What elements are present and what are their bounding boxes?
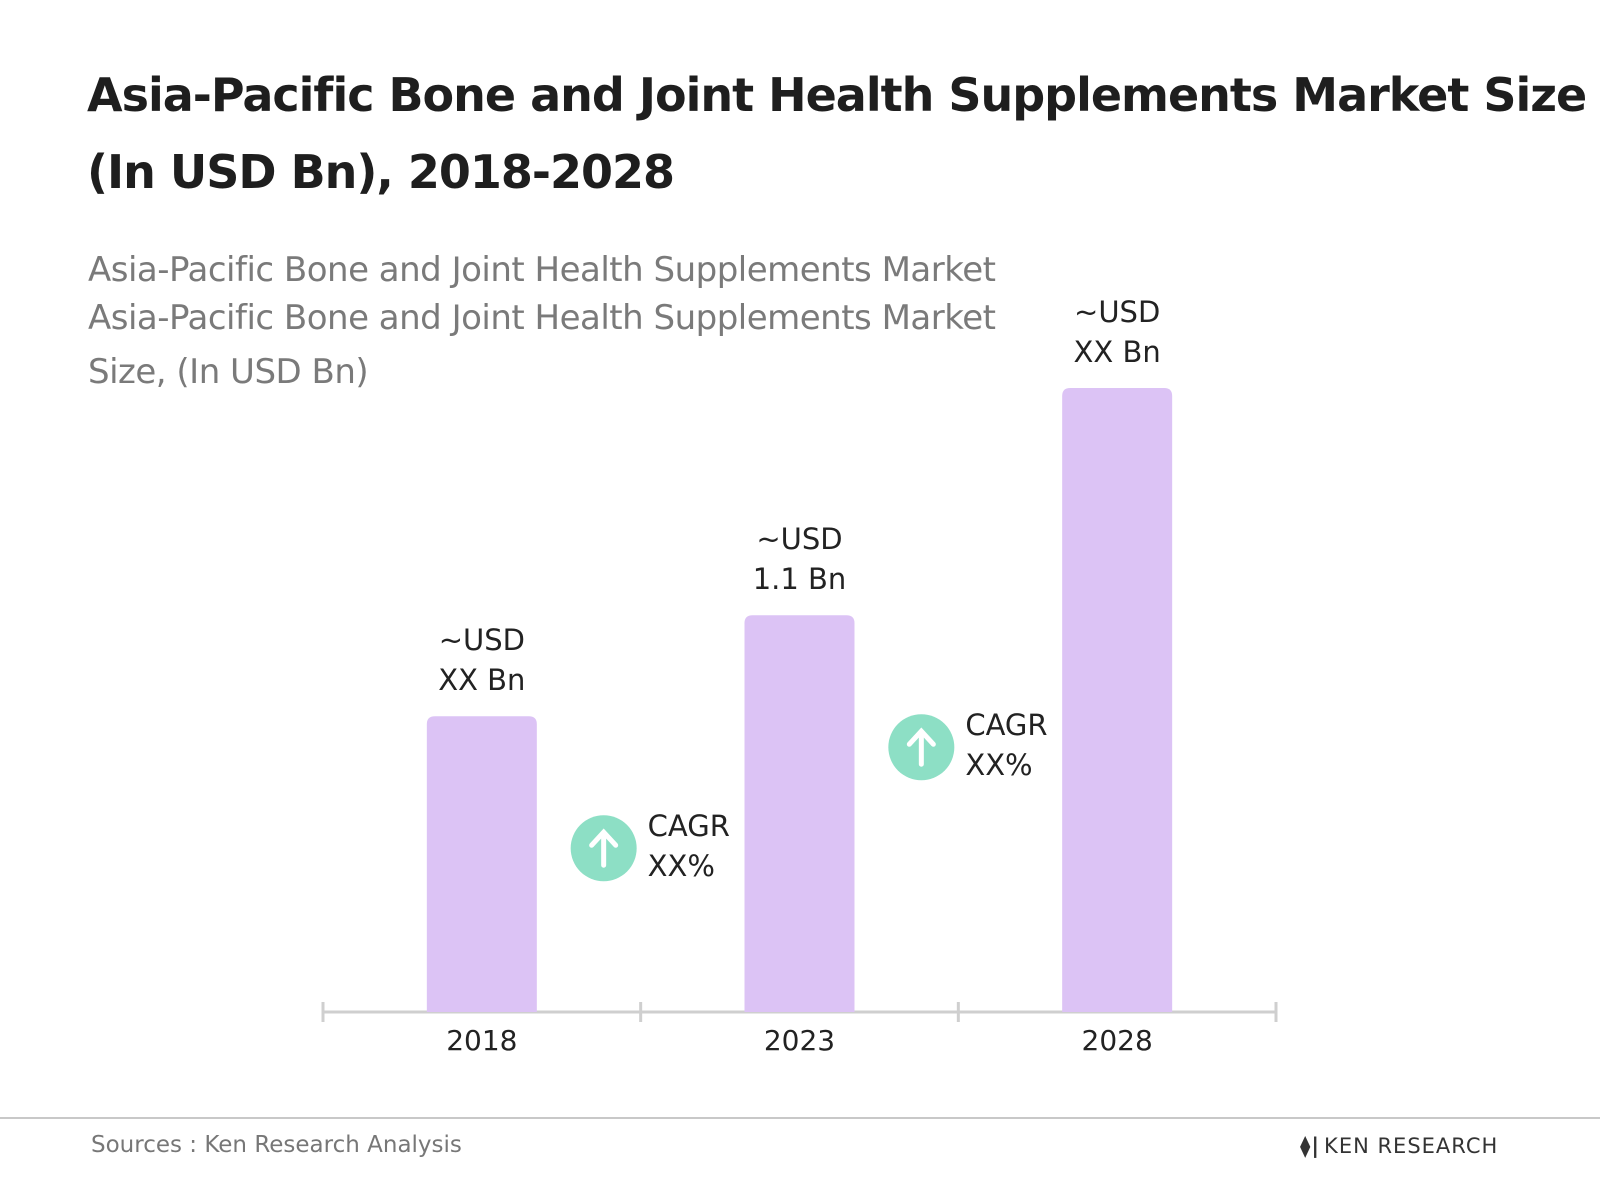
x-tick-label: 2023 <box>764 1024 835 1057</box>
x-tick-label: 2018 <box>446 1024 517 1057</box>
source: Sources : Ken Research Analysis <box>91 1132 462 1158</box>
annotation: CAGR XX% <box>647 809 730 884</box>
logo-icon: ⧫| <box>1300 1134 1321 1158</box>
chart-subtitle: Asia-Pacific Bone and Joint Health Suppl… <box>88 298 996 338</box>
value-label: ~USD 1.1 Bn <box>752 522 847 597</box>
chart-subtitle: Asia-Pacific Bone and Joint Health Suppl… <box>88 250 996 290</box>
chart-title: (In USD Bn), 2018-2028 <box>87 145 675 199</box>
bar <box>744 615 855 1012</box>
cagr-arrow <box>906 727 936 767</box>
bar <box>1062 388 1173 1012</box>
chart-subtitle: Size, (In USD Bn) <box>88 352 369 392</box>
x-tick-label: 2028 <box>1082 1024 1153 1057</box>
annotation: CAGR XX% <box>965 708 1048 783</box>
cagr-arrow <box>589 828 619 868</box>
value-label: ~USD XX Bn <box>1073 295 1161 369</box>
bar <box>426 716 537 1012</box>
logo-text: KEN RESEARCH <box>1324 1134 1499 1158</box>
logo: ⧫| KEN RESEARCH <box>1300 1134 1498 1158</box>
chart-title: Asia-Pacific Bone and Joint Health Suppl… <box>87 68 1587 122</box>
value-label: ~USD XX Bn <box>438 623 526 698</box>
